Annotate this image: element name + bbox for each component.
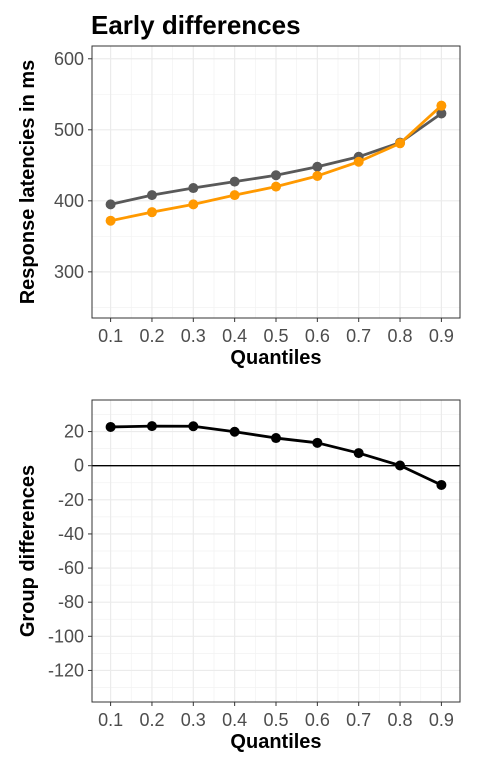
bottom-series-1-point — [395, 460, 406, 471]
bottom-y-tick-label: -60 — [58, 558, 84, 578]
top-x-tick-label: 0.8 — [388, 326, 413, 346]
bottom-x-tick-label: 0.7 — [346, 710, 371, 730]
top-x-tick-label: 0.3 — [181, 326, 206, 346]
top-series-1-point — [188, 183, 199, 194]
bottom-y-tick-label: 0 — [74, 456, 84, 476]
bottom-x-axis-title: Quantiles — [230, 731, 321, 753]
bottom-x-tick-label: 0.5 — [263, 710, 288, 730]
top-series-1-point — [436, 108, 447, 119]
bottom-series-1-point — [271, 433, 281, 444]
top-y-tick-label: 300 — [54, 262, 84, 282]
bottom-y-tick-label: -120 — [48, 660, 84, 680]
top-x-tick-label: 0.5 — [263, 326, 288, 346]
bottom-y-tick-label: -100 — [48, 626, 84, 646]
bottom-series-1-point — [229, 426, 240, 437]
top-x-tick-label: 0.1 — [98, 326, 123, 346]
bottom-y-tick-label: -20 — [58, 490, 84, 510]
bottom-x-tick-label: 0.2 — [139, 710, 164, 730]
top-x-tick-label: 0.7 — [346, 326, 371, 346]
bottom-y-tick-label: 20 — [64, 422, 84, 442]
bottom-y-axis-title: Group differences — [17, 465, 39, 637]
bottom-x-tick-label: 0.1 — [98, 710, 123, 730]
bottom-x-tick-label: 0.8 — [388, 710, 413, 730]
top-y-tick-label: 600 — [54, 49, 84, 69]
top-series-2-point — [312, 170, 323, 181]
top-series-2-point — [146, 207, 157, 218]
top-series-2-point — [105, 215, 116, 226]
bottom-series-1-point — [312, 437, 323, 448]
bottom-series-1-point — [353, 448, 364, 459]
top-series-2-point — [229, 190, 240, 201]
chart-title: Early differences — [91, 10, 301, 40]
top-series-1-point — [312, 161, 323, 172]
top-series-1-point — [105, 199, 116, 210]
bottom-series-1-point — [146, 421, 157, 432]
top-x-tick-label: 0.4 — [222, 326, 247, 346]
top-x-tick-label: 0.9 — [429, 326, 454, 346]
top-series-2-point — [436, 100, 447, 111]
top-series-2-point — [188, 199, 199, 210]
top-series-2-point — [271, 181, 281, 192]
bottom-y-tick-label: -80 — [58, 592, 84, 612]
bottom-x-tick-label: 0.4 — [222, 710, 247, 730]
top-y-axis-title: Response latencies in ms — [17, 60, 39, 305]
bottom-series-1-point — [188, 421, 199, 432]
top-x-tick-label: 0.6 — [305, 326, 330, 346]
bottom-x-tick-label: 0.9 — [429, 710, 454, 730]
bottom-series-1-point — [105, 421, 116, 432]
bottom-x-tick-label: 0.3 — [181, 710, 206, 730]
top-series-2-point — [395, 138, 406, 149]
top-x-tick-label: 0.2 — [139, 326, 164, 346]
top-series-1-point — [146, 190, 157, 201]
bottom-y-tick-label: -40 — [58, 524, 84, 544]
top-x-axis-title: Quantiles — [230, 347, 321, 369]
top-y-tick-label: 500 — [54, 120, 84, 140]
top-y-tick-label: 400 — [54, 191, 84, 211]
bottom-x-tick-label: 0.6 — [305, 710, 330, 730]
bottom-series-1-point — [436, 479, 447, 490]
top-chart: 300 400 500 600 0.1 0.2 0.3 0.4 0.5 0.6 0.7 0.8 0.9 Q… — [17, 45, 461, 369]
top-series-1-point — [229, 176, 240, 187]
top-series-1-point — [271, 170, 281, 181]
top-series-2-point — [353, 156, 364, 167]
